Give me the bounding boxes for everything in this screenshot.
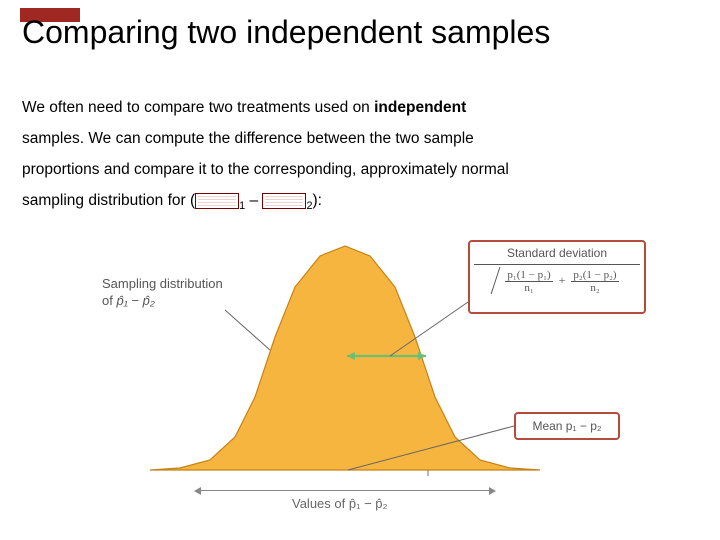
para-line-4-post: ): [312, 192, 321, 209]
sd-plus: + [556, 273, 569, 287]
sampling-label-expr: p̂₁ − p̂₂ [116, 293, 154, 308]
sqrt-icon: p₁(1 − p₁) n₁ + p₂(1 − p₂) n₂ [495, 267, 618, 294]
sd-formula: p₁(1 − p₁) n₁ + p₂(1 − p₂) n₂ [474, 264, 640, 294]
para-line-2: samples. We can compute the difference b… [22, 130, 474, 147]
para-line-4-pre: sampling distribution for ( [22, 192, 195, 209]
body-paragraph: We often need to compare two treatments … [22, 92, 698, 218]
sampling-distribution-figure: Sampling distribution of p̂₁ − p̂₂ Stand… [70, 232, 650, 522]
sd-frac1-num: p₁(1 − p₁) [505, 269, 552, 282]
standard-deviation-box: Standard deviation p₁(1 − p₁) n₁ + p₂(1 … [468, 240, 646, 314]
phat2-placeholder-icon [262, 193, 306, 209]
para-bold-independent: independent [374, 99, 466, 116]
sd-frac1-den: n₁ [505, 282, 552, 294]
sd-caption: Standard deviation [474, 246, 640, 260]
mean-box: Mean p₁ − p₂ [514, 412, 620, 440]
para-line-3: proportions and compare it to the corres… [22, 161, 509, 178]
mean-box-text: Mean p₁ − p₂ [532, 419, 601, 433]
phat1-placeholder-icon [195, 193, 239, 209]
sampling-distribution-label: Sampling distribution of p̂₁ − p̂₂ [102, 276, 223, 310]
sampling-label-connector [225, 310, 270, 350]
sd-frac-2: p₂(1 − p₂) n₂ [571, 269, 618, 294]
sd-frac2-num: p₂(1 − p₂) [571, 269, 618, 282]
sd-frac2-den: n₂ [571, 282, 618, 294]
sampling-label-line2-prefix: of [102, 293, 116, 308]
slide-title: Comparing two independent samples [22, 16, 550, 50]
sd-frac-1: p₁(1 − p₁) n₁ [505, 269, 552, 294]
values-of-label: Values of p̂₁ − p̂₂ [292, 496, 388, 511]
sampling-label-line1: Sampling distribution [102, 276, 223, 291]
para-mid: – [245, 192, 262, 209]
para-line-1a: We often need to compare two treatments … [22, 99, 374, 116]
values-axis-arrow-icon [200, 490, 490, 491]
values-of-text: Values of p̂₁ − p̂₂ [292, 496, 388, 511]
